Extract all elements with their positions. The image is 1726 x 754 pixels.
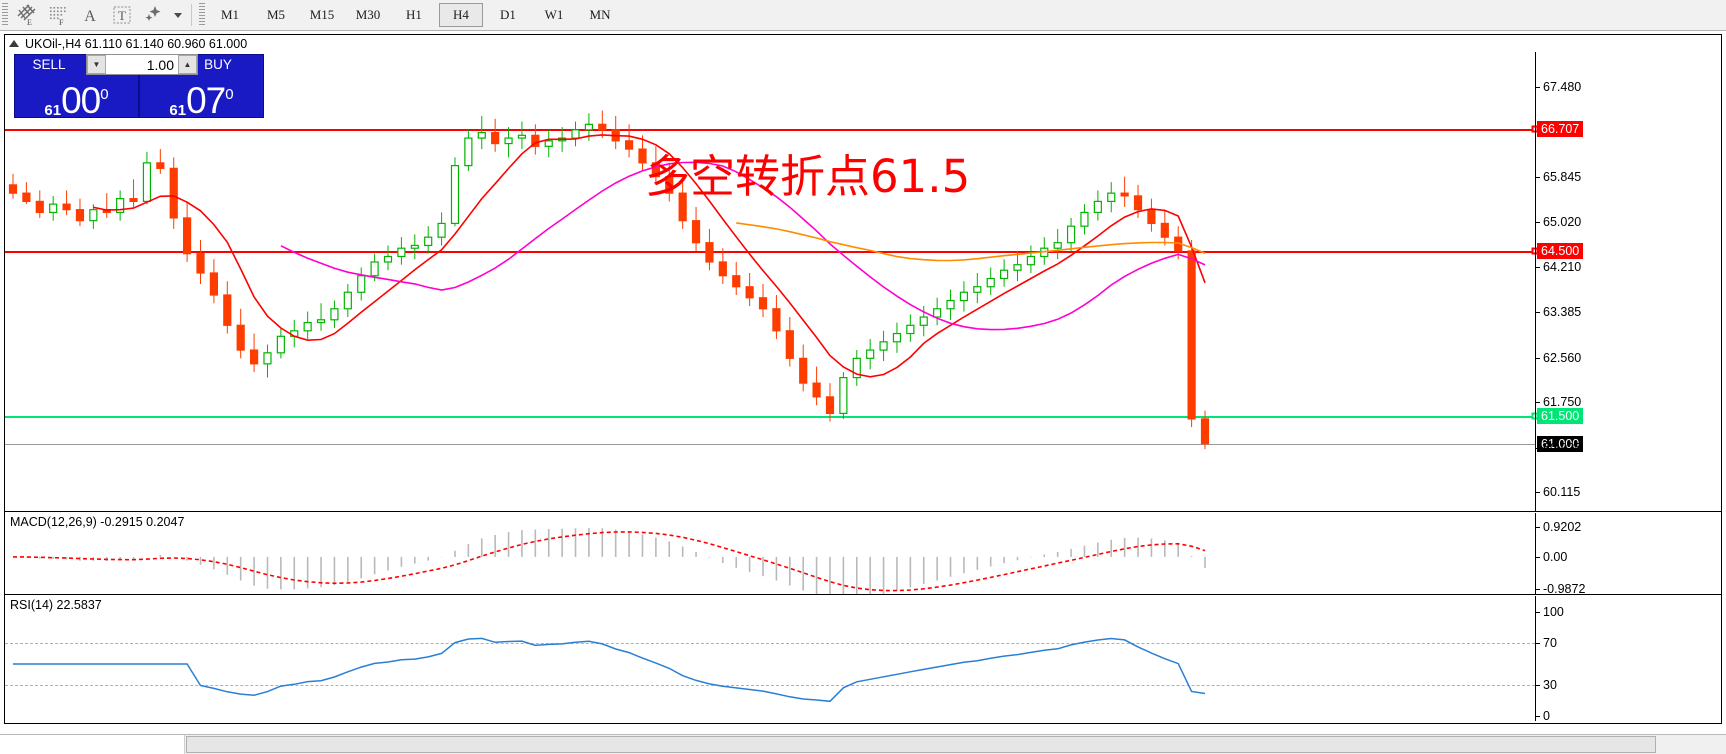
price-plot[interactable] [5, 52, 1539, 511]
sell-price: 61000 [15, 82, 138, 119]
price-tick-64210: 64.210 [1536, 260, 1581, 274]
rsi-line [13, 637, 1206, 703]
buy-price-suffix: 0 [225, 86, 234, 103]
toolbar-grip[interactable] [2, 3, 8, 27]
price-tick-67480: 67.480 [1536, 80, 1581, 94]
macd-axis[interactable]: 0.9202 0.00 -0.9872 [1535, 513, 1721, 594]
price-badge-61500[interactable]: 61.500 [1537, 408, 1584, 425]
tab-timeframe-m30[interactable]: M30 [355, 7, 381, 22]
macd-tick-000: 0.00 [1536, 550, 1567, 564]
rsi-axis[interactable]: 100 70 30 0 [1535, 596, 1721, 721]
scrollbar-thumb[interactable] [186, 736, 1656, 753]
sell-price-suffix: 0 [100, 86, 109, 103]
tab-timeframe-w1[interactable]: W1 [544, 7, 564, 22]
volume-stepper[interactable]: ▼ 1.00 ▲ [86, 54, 198, 75]
tab-timeframe-h4[interactable]: H4 [439, 3, 483, 27]
volume-decrease-icon[interactable]: ▼ [87, 55, 106, 74]
resistance-66707-line[interactable] [5, 129, 1535, 132]
price-tick-65020: 65.020 [1536, 215, 1581, 229]
tab-timeframe-m1[interactable]: M1 [220, 7, 240, 22]
chart-toolbar: E F A [0, 0, 1726, 31]
rsi-series [13, 637, 1206, 703]
time-axis[interactable] [4, 710, 1722, 732]
timeframe-grip[interactable] [199, 3, 205, 27]
price-tick-65845: 65.845 [1536, 170, 1581, 184]
chart-annotation-text: 多空转折点61.5 [645, 150, 971, 203]
buy-price: 61070 [140, 82, 263, 119]
one-click-trading-panel: SELL 61000 BUY 61070 ▼ 1.00 ▲ [14, 54, 266, 119]
macd-tick-09872: -0.9872 [1536, 582, 1585, 594]
macd-tick-09202: 0.9202 [1536, 520, 1581, 534]
price-axis[interactable]: 67.480 66.707 65.845 65.020 64.500 64.210 63.3… [1535, 52, 1721, 511]
tab-timeframe-m5[interactable]: M5 [266, 7, 286, 22]
current-price-61000-line[interactable] [5, 443, 1535, 445]
horizontal-scrollbar[interactable] [0, 734, 1726, 754]
macd-series [12, 527, 1206, 594]
tab-timeframe-m15[interactable]: M15 [309, 7, 335, 22]
crosshair-e-icon[interactable]: E [10, 1, 42, 29]
volume-input[interactable]: 1.00 [146, 56, 174, 73]
svg-text:A: A [84, 8, 96, 25]
chart-header: UKOil-,H4 61.110 61.140 60.960 61.000 [5, 35, 1721, 52]
price-pane: 67.480 66.707 65.845 65.020 64.500 64.210 63.3… [5, 52, 1721, 512]
candlestick-series [8, 110, 1210, 450]
rsi-plot[interactable] [5, 596, 1535, 721]
price-tick-63385: 63.385 [1536, 305, 1581, 319]
svg-text:E: E [27, 18, 32, 26]
rsi-tick-30: 30 [1536, 678, 1557, 692]
price-tick-60925: 60.925 [1536, 441, 1581, 455]
scrollbar-track-left[interactable] [0, 735, 185, 754]
indicators-icon[interactable] [138, 1, 170, 29]
tab-timeframe-h1[interactable]: H1 [406, 7, 422, 22]
buy-price-prefix: 61 [169, 102, 187, 119]
rsi-tick-70: 70 [1536, 636, 1557, 650]
chevron-down-icon[interactable] [170, 1, 186, 29]
price-tick-62560: 62.560 [1536, 351, 1581, 365]
support-61500-line[interactable] [5, 416, 1535, 419]
moving-average-55 [736, 222, 1206, 262]
toolbar-divider [191, 4, 192, 26]
rsi-indicator-label: RSI(14) 22.5837 [10, 598, 102, 612]
tab-timeframe-mn[interactable]: MN [589, 7, 611, 22]
sell-label: SELL [32, 57, 66, 72]
sell-price-main: 00 [61, 80, 101, 121]
moving-average-21 [280, 161, 1206, 331]
chart-area[interactable]: UKOil-,H4 61.110 61.140 60.960 61.000 67… [4, 34, 1722, 724]
price-tick-61750: 61.750 [1536, 395, 1581, 409]
price-badge-64500[interactable]: 64.500 [1537, 242, 1584, 259]
rsi-tick-0: 0 [1536, 709, 1550, 721]
text-label-t-icon[interactable]: T [106, 1, 138, 29]
svg-text:F: F [59, 18, 64, 26]
price-badge-61000[interactable]: 61.000 [1537, 435, 1584, 452]
buy-price-main: 07 [186, 80, 226, 121]
macd-signal-line [12, 531, 1206, 592]
rsi-pane: 100 70 30 0 RSI(14) 22.5837 [5, 596, 1721, 721]
macd-plot[interactable] [5, 513, 1535, 594]
tab-timeframe-d1[interactable]: D1 [500, 7, 516, 22]
svg-text:T: T [118, 8, 126, 23]
chart-symbol-ohlc: UKOil-,H4 61.110 61.140 60.960 61.000 [25, 36, 248, 51]
macd-pane: 0.9202 0.00 -0.9872 MACD(12,26,9) -0.2915 … [5, 513, 1721, 595]
moving-average-7 [93, 134, 1206, 378]
collapse-triangle-icon[interactable] [9, 40, 19, 47]
price-tick-60115: 60.115 [1536, 485, 1580, 499]
text-a-icon[interactable]: A [74, 1, 106, 29]
resistance-64500-line[interactable] [5, 250, 1535, 253]
rsi-level-30 [5, 684, 1535, 686]
volume-increase-icon[interactable]: ▲ [178, 55, 197, 74]
buy-label: BUY [204, 57, 232, 72]
macd-indicator-label: MACD(12,26,9) -0.2915 0.2047 [10, 515, 185, 529]
price-badge-66707[interactable]: 66.707 [1537, 121, 1584, 138]
rsi-tick-100: 100 [1536, 605, 1564, 619]
rsi-level-70 [5, 643, 1535, 645]
sell-price-prefix: 61 [44, 102, 62, 119]
grid-f-icon[interactable]: F [42, 1, 74, 29]
